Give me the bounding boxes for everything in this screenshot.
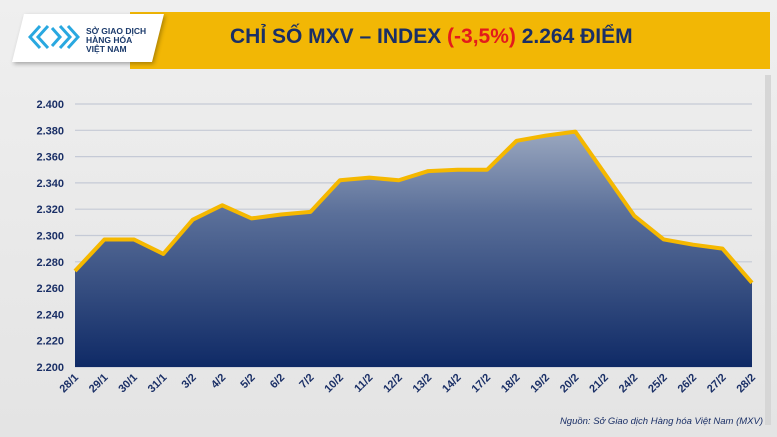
x-tick-label: 26/2 (676, 372, 700, 396)
series-line (73, 129, 754, 285)
x-tick-label: 28/1 (57, 372, 81, 396)
x-tick-label: 5/2 (238, 372, 257, 391)
logo-line: HÀNG HÓA (86, 35, 133, 45)
logo-line: VIỆT NAM (86, 44, 127, 54)
x-tick-label: 12/2 (381, 372, 405, 396)
x-tick-label: 19/2 (528, 372, 552, 396)
x-tick-label: 18/2 (499, 372, 523, 396)
y-tick-label: 2.220 (36, 336, 64, 348)
y-tick-label: 2.240 (36, 309, 64, 321)
logo-line: SỞ GIAO DỊCH (86, 26, 147, 36)
y-tick-label: 2.280 (36, 257, 64, 269)
title-prefix: CHỈ SỐ MXV – INDEX (230, 25, 448, 48)
source-note: Nguồn: Sở Giao dịch Hàng hóa Việt Nam (M… (559, 416, 763, 427)
x-tick-label: 21/2 (587, 372, 611, 396)
x-tick-label: 20/2 (558, 372, 582, 396)
x-tick-label: 3/2 (180, 372, 199, 391)
x-tick-label: 11/2 (352, 372, 375, 395)
title-banner (130, 12, 770, 69)
x-tick-label: 30/1 (116, 372, 140, 396)
title-suffix: 2.264 ĐIỂM (515, 25, 633, 48)
x-tick-label: 17/2 (470, 372, 494, 396)
y-tick-label: 2.400 (36, 99, 64, 111)
x-tick-label: 24/2 (617, 372, 641, 396)
x-tick-label: 7/2 (297, 372, 316, 391)
side-bar (765, 75, 771, 425)
x-tick-label: 28/2 (734, 372, 758, 396)
y-tick-label: 2.340 (36, 178, 64, 190)
x-tick-label: 31/1 (146, 372, 170, 396)
y-tick-label: 2.380 (36, 125, 64, 137)
x-tick-label: 25/2 (646, 372, 670, 396)
mxv-logo-icon (28, 24, 80, 50)
title-change: (-3,5%) (447, 25, 516, 48)
x-tick-label: 29/1 (87, 372, 111, 396)
y-tick-label: 2.320 (36, 204, 64, 216)
y-tick-label: 2.260 (36, 283, 64, 295)
x-tick-label: 13/2 (411, 372, 435, 396)
x-tick-label: 14/2 (440, 372, 464, 396)
x-tick-label: 6/2 (268, 372, 287, 391)
chart-title: CHỈ SỐ MXV – INDEX (-3,5%) 2.264 ĐIỂM (230, 25, 633, 49)
x-tick-label: 27/2 (705, 372, 729, 396)
logo-text: SỞ GIAO DỊCH HÀNG HÓA VIỆT NAM (86, 27, 146, 54)
x-tick-label: 4/2 (209, 372, 228, 391)
y-tick-label: 2.300 (36, 231, 64, 243)
y-tick-label: 2.200 (36, 362, 64, 374)
y-tick-label: 2.360 (36, 152, 64, 164)
area-fill (75, 131, 752, 367)
x-tick-label: 10/2 (322, 372, 346, 396)
